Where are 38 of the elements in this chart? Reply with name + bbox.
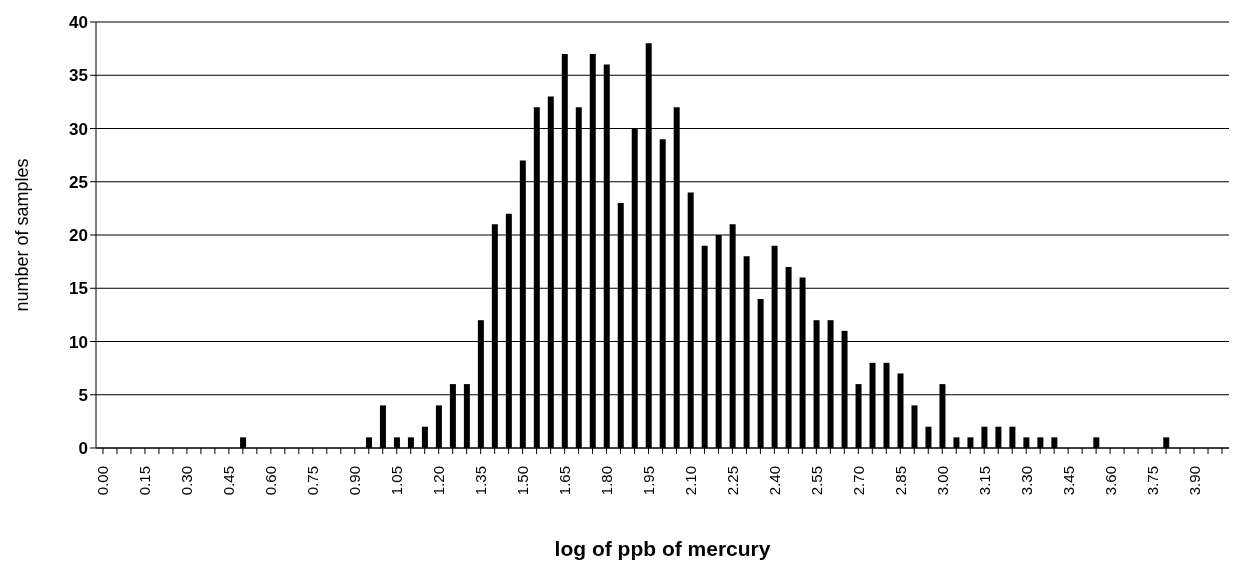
x-tick-label: 0.45	[220, 466, 238, 496]
x-tick-label: 2.10	[681, 466, 699, 496]
x-tick-label: 3.15	[975, 466, 993, 496]
x-tick-label: 1.80	[598, 466, 616, 496]
x-tick-label: 1.95	[640, 466, 658, 496]
x-tick-label: 1.05	[388, 466, 406, 496]
x-tick-label: 1.50	[514, 466, 532, 496]
y-tick-label: 40	[69, 13, 88, 33]
x-tick-label: 3.30	[1017, 466, 1035, 496]
y-tick-label: 25	[69, 172, 88, 192]
x-tick-label: 3.45	[1059, 466, 1077, 496]
y-tick-label: 20	[69, 226, 88, 246]
y-tick-label: 35	[69, 66, 88, 86]
x-tick-label: 3.00	[933, 466, 951, 496]
y-tick-label: 15	[69, 279, 88, 299]
x-tick-label: 1.35	[472, 466, 490, 496]
x-tick-label: 0.90	[346, 466, 364, 496]
y-tick-label: 0	[78, 439, 88, 459]
x-tick-label: 2.55	[807, 466, 825, 496]
x-tick-label: 0.75	[304, 466, 322, 496]
x-tick-label: 0.60	[262, 466, 280, 496]
x-tick-label: 1.20	[430, 466, 448, 496]
y-tick-label: 5	[78, 385, 88, 405]
x-tick-label: 3.60	[1101, 466, 1119, 496]
x-tick-label: 1.65	[556, 466, 574, 496]
y-tick-label: 10	[69, 332, 88, 352]
x-tick-label: 0.15	[136, 466, 154, 496]
y-tick-label: 30	[69, 119, 88, 139]
x-tick-label: 2.25	[723, 466, 741, 496]
x-tick-label: 0.00	[94, 466, 112, 496]
x-tick-label: 2.70	[849, 466, 867, 496]
x-tick-label: 0.30	[178, 466, 196, 496]
x-tick-label: 2.85	[891, 466, 909, 496]
x-tick-label: 2.40	[765, 466, 783, 496]
x-tick-label: 3.75	[1143, 466, 1161, 496]
x-axis-title: log of ppb of mercury	[554, 537, 771, 560]
x-tick-label: 3.90	[1185, 466, 1203, 496]
y-axis-title: number of samples	[12, 158, 33, 312]
